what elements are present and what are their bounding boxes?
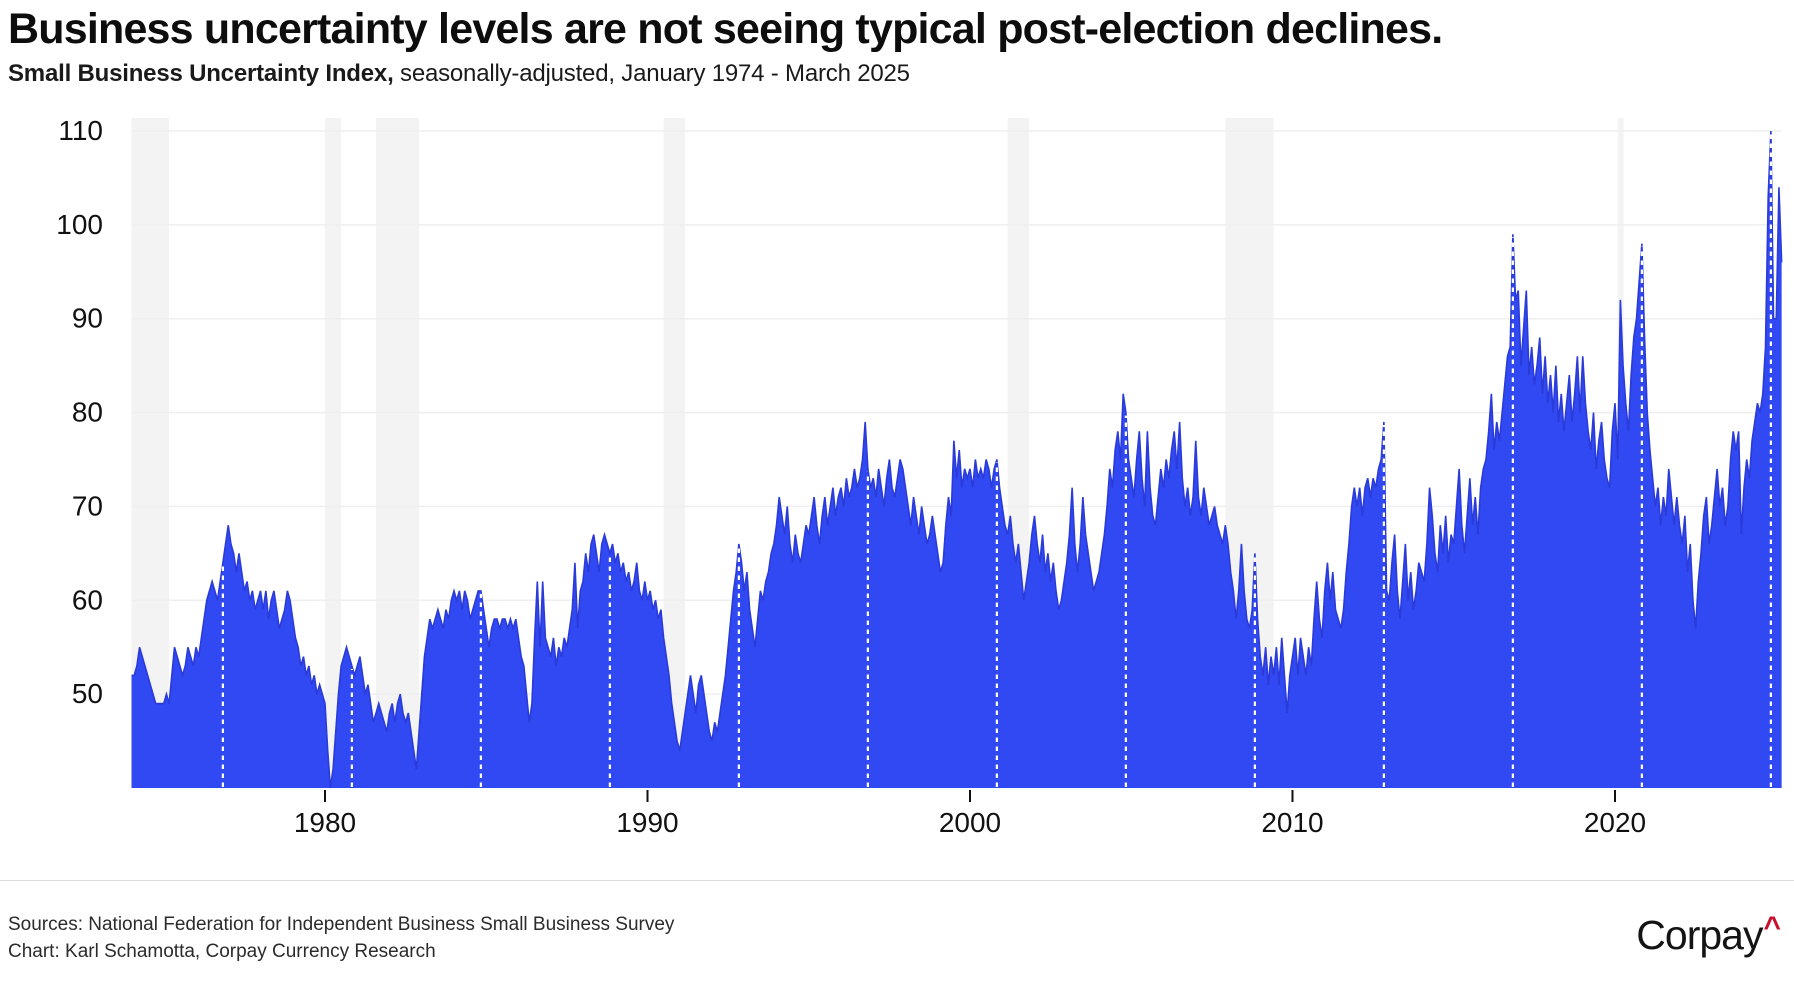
x-axis-tick-label: 1980	[294, 807, 356, 838]
x-axis-tick-label: 2000	[939, 807, 1001, 838]
chart-header: Business uncertainty levels are not seei…	[8, 4, 1443, 88]
x-axis-tick-label: 1990	[616, 807, 678, 838]
recession-band	[663, 118, 686, 788]
recession-band	[376, 118, 420, 788]
y-axis-tick-label: 100	[56, 209, 103, 240]
y-axis-tick-label: 50	[72, 678, 103, 709]
footer-credits: Sources: National Federation for Indepen…	[8, 911, 674, 965]
footer-divider	[0, 880, 1794, 881]
area-edge	[131, 130, 1783, 789]
recession-band	[325, 118, 342, 788]
chart-credit-line: Chart: Karl Schamotta, Corpay Currency R…	[8, 941, 436, 962]
uncertainty-area-chart: 50 60 70 80 90 100 110 1980 1990 2000 2010 2020	[56, 115, 1783, 838]
corpay-logo-text: Corpay	[1636, 912, 1763, 958]
x-axis-tick-label: 2010	[1261, 807, 1323, 838]
chart-subtitle: Small Business Uncertainty Index, season…	[8, 60, 1442, 88]
x-axis-tick-label: 2020	[1584, 807, 1646, 838]
subtitle-detail: seasonally-adjusted, January 1974 - Marc…	[393, 60, 910, 87]
corpay-caret-icon: ^	[1763, 911, 1781, 944]
y-axis-tick-label: 110	[58, 115, 103, 146]
corpay-logo: Corpay^	[1636, 911, 1781, 959]
page-title: Business uncertainty levels are not seei…	[8, 5, 1443, 53]
y-axis-tick-label: 90	[72, 303, 103, 334]
subtitle-series-name: Small Business Uncertainty Index,	[8, 60, 394, 87]
y-axis-tick-label: 70	[72, 490, 103, 521]
y-axis-tick-label: 60	[72, 584, 103, 615]
y-axis-tick-label: 80	[72, 397, 103, 428]
sources-line: Sources: National Federation for Indepen…	[8, 914, 675, 935]
